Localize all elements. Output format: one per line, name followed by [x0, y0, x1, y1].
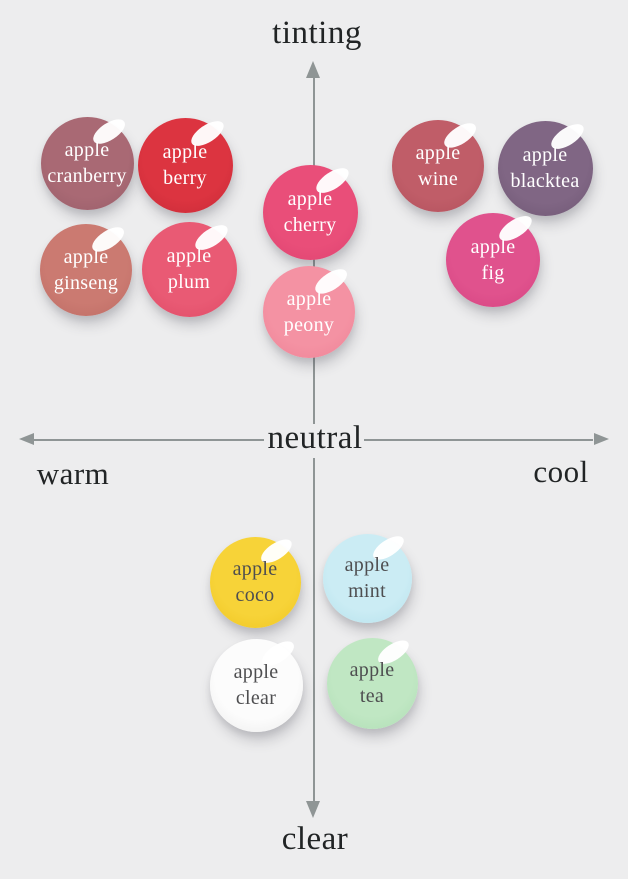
swatch-label: apple wine [415, 142, 461, 190]
swatch-apple-peony: apple peony [263, 264, 355, 358]
horizontal-axis-line-left [33, 439, 264, 441]
axis-label-tinting: tinting [272, 15, 362, 51]
swatch-apple-ginseng: apple ginseng [40, 222, 132, 316]
swatch-label: apple mint [344, 554, 390, 602]
swatch-apple-wine: apple wine [392, 118, 484, 212]
swatch-apple-plum: apple plum [141, 219, 237, 317]
swatch-label: apple blacktea [510, 144, 580, 192]
swatch-label: apple coco [232, 558, 278, 606]
swatch-label: apple ginseng [53, 246, 119, 294]
arrow-right-icon [594, 433, 609, 445]
axis-label-clear: clear [281, 821, 349, 857]
arrow-left-icon [19, 433, 34, 445]
swatch-label: apple tea [349, 659, 395, 707]
swatch-label: apple fig [470, 236, 516, 284]
swatch-apple-tea: apple tea [326, 635, 418, 729]
vertical-axis-line-lower [313, 458, 315, 803]
swatch-apple-cherry: apple cherry [262, 162, 358, 260]
arrow-up-icon [306, 61, 320, 78]
swatch-label: apple cranberry [47, 139, 127, 187]
swatch-label: apple peony [283, 288, 335, 336]
swatch-label: apple plum [166, 245, 212, 293]
swatch-apple-berry: apple berry [137, 115, 233, 213]
swatch-label: apple berry [162, 141, 208, 189]
swatch-label: apple cherry [283, 188, 337, 236]
arrow-down-icon [306, 801, 320, 818]
swatch-label: apple clear [233, 661, 279, 709]
axis-label-cool: cool [533, 454, 589, 489]
swatch-apple-clear: apple clear [209, 636, 303, 732]
axis-label-neutral: neutral [267, 420, 363, 456]
swatch-apple-coco: apple coco [209, 534, 301, 628]
horizontal-axis-line-right [364, 439, 593, 441]
swatch-apple-cranberry: apple cranberry [40, 114, 134, 210]
swatch-apple-fig: apple fig [446, 211, 540, 307]
swatch-apple-mint: apple mint [322, 532, 412, 623]
axis-label-warm: warm [36, 456, 110, 491]
swatch-apple-blacktea: apple blacktea [497, 118, 593, 216]
